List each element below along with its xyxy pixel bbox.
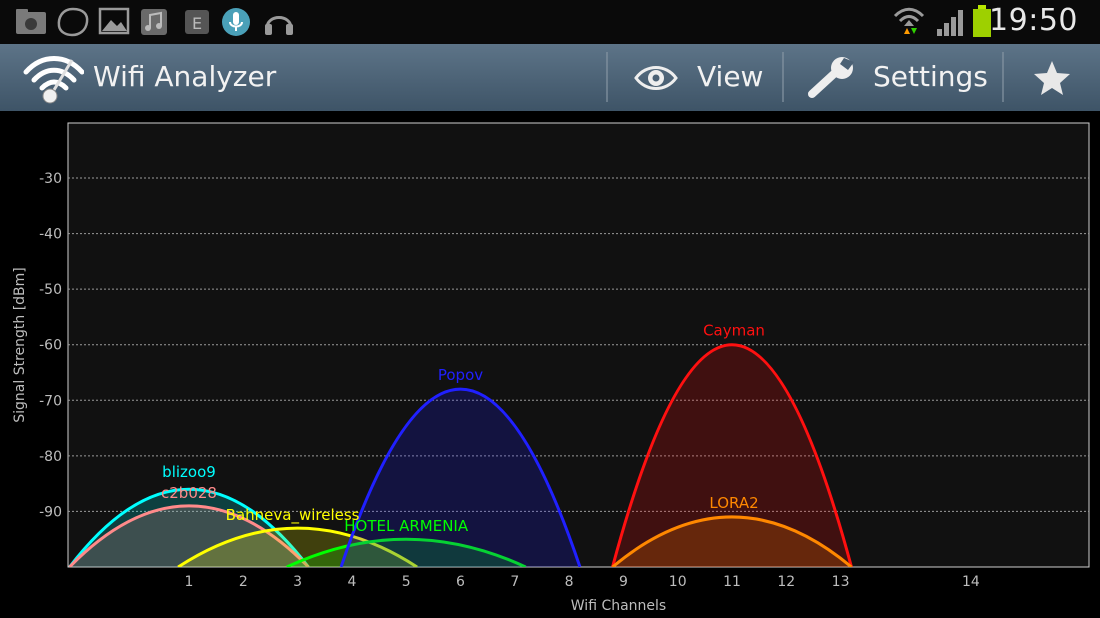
- network-curve: [68, 504, 310, 567]
- gallery-folder-icon: [16, 9, 46, 34]
- x-tick-label: 6: [456, 574, 465, 590]
- y-tick-label: -40: [39, 227, 62, 243]
- battery-icon: [973, 5, 991, 37]
- favorite-button[interactable]: [1004, 44, 1100, 111]
- cell-signal-icon: [937, 10, 963, 36]
- y-tick-label: -80: [39, 449, 62, 465]
- network-curve: [339, 387, 582, 567]
- x-tick-label: 10: [669, 574, 687, 590]
- y-tick-label: -90: [39, 504, 62, 520]
- e-app-icon: E: [185, 10, 209, 34]
- network-label: blizoo9: [162, 463, 216, 481]
- y-tick-label: -60: [39, 338, 62, 354]
- x-tick-label: 2: [239, 574, 248, 590]
- action-separator: [1002, 52, 1004, 102]
- x-tick-label: 12: [777, 574, 795, 590]
- x-tick-label: 13: [832, 574, 850, 590]
- channel-graph: -30-40-50-60-70-80-901 2 3 4 5 6 7 8 9 10 11 12 13 14…: [12, 122, 1090, 614]
- app-title: Wifi Analyzer: [93, 60, 277, 93]
- network-label: Bahneva_wireless: [226, 506, 360, 525]
- settings-label: Settings: [873, 60, 988, 93]
- music-icon: [141, 9, 167, 35]
- status-bar: E 19:50: [0, 0, 1100, 44]
- x-tick-label: 14: [962, 574, 980, 590]
- x-tick-label: 5: [402, 574, 411, 590]
- action-separator: [606, 52, 608, 102]
- wifi-signal-icon: [893, 7, 925, 34]
- x-axis-title: Wifi Channels: [571, 598, 666, 614]
- image-icon: [98, 7, 130, 35]
- action-separator: [782, 52, 784, 102]
- status-clock: 19:50: [989, 3, 1078, 38]
- x-tick-label: 11: [723, 574, 741, 590]
- x-tick-label: 8: [565, 574, 574, 590]
- network-label: Popov: [438, 366, 483, 384]
- x-tick-label: 4: [347, 574, 356, 590]
- network-curve: [611, 515, 853, 567]
- network-curve: [177, 526, 418, 567]
- signal-chart: -30 -40 -50 -60 -70 -80 -90 1 2 3 4 5 6 7 8 9 10 11 12 13 14…: [0, 111, 1100, 618]
- y-axis-title: Signal Strength [dBm]: [12, 267, 28, 423]
- settings-button[interactable]: Settings: [784, 44, 1002, 111]
- wifi-analyzer-logo-icon[interactable]: [22, 52, 84, 106]
- action-bar: Wifi Analyzer View Settings: [0, 44, 1100, 112]
- x-tick-label: 3: [293, 574, 302, 590]
- view-button[interactable]: View: [608, 44, 782, 111]
- network-label: LORA2: [709, 494, 758, 512]
- network-curve: [611, 343, 853, 567]
- wrench-icon: [808, 57, 854, 98]
- y-tick-label: -30: [39, 171, 62, 187]
- eye-icon: [634, 66, 678, 90]
- voice-mic-icon: [222, 8, 250, 36]
- network-label: HOTEL ARMENIA: [344, 517, 469, 535]
- chat-bubble-icon: [57, 7, 89, 37]
- x-tick-label: 9: [619, 574, 628, 590]
- y-tick-label: -50: [39, 282, 62, 298]
- network-curve: [286, 537, 527, 567]
- x-tick-label: 7: [510, 574, 519, 590]
- headphones-icon: [265, 16, 293, 35]
- network-curve: [68, 487, 310, 567]
- star-icon: [1034, 61, 1070, 95]
- view-label: View: [697, 60, 764, 93]
- x-tick-label: 1: [185, 574, 194, 590]
- plot-frame: [67, 122, 1090, 568]
- network-label: Cayman: [703, 322, 765, 340]
- svg-text:E: E: [192, 14, 202, 33]
- y-tick-label: -70: [39, 393, 62, 409]
- network-label: c2b028: [161, 484, 217, 502]
